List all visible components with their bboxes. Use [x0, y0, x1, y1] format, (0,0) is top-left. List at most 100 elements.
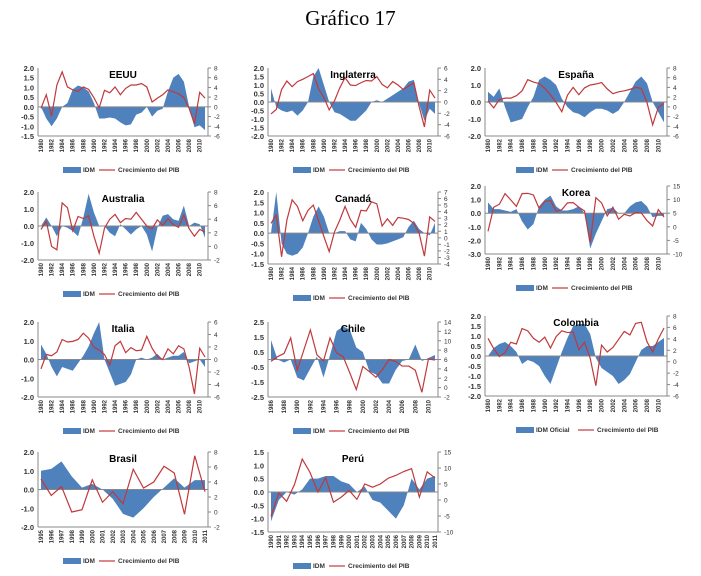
x-tick-label: 1986 [301, 266, 307, 280]
x-tick-label: 1990 [322, 138, 328, 152]
left-tick-label: 1.0 [254, 81, 264, 90]
gdp-line [270, 198, 436, 257]
x-tick-label: 1990 [322, 266, 328, 280]
gdp-line [487, 192, 665, 243]
x-tick-label: 1984 [60, 399, 66, 413]
right-tick-label: 6 [214, 75, 218, 82]
left-tick-label: 0.0 [471, 352, 481, 361]
x-tick-label: 2011 [433, 534, 439, 548]
x-tick-label: 2009 [183, 529, 189, 543]
left-tick-label: -0.5 [468, 362, 481, 371]
left-tick-label: -1.0 [468, 223, 481, 232]
x-tick-label: 2006 [400, 399, 406, 413]
x-tick-label: 2008 [417, 266, 423, 280]
x-tick-label: 2008 [413, 399, 419, 413]
x-tick-label: 2000 [145, 399, 151, 413]
x-tick-label: 2006 [407, 138, 413, 152]
legend-idm-label: IDM [536, 167, 548, 174]
right-tick-label: -4 [444, 122, 450, 129]
left-tick-label: 1.0 [471, 332, 481, 341]
x-tick-label: 2002 [385, 266, 391, 280]
right-tick-label: 1 [444, 229, 448, 236]
x-tick-label: 1988 [311, 138, 317, 152]
right-tick-label: 2 [444, 376, 448, 383]
right-tick-label: 10 [673, 197, 681, 204]
left-tick-label: -2.0 [21, 523, 34, 532]
legend-gdp-label: Crecimiento del PIB [118, 428, 180, 435]
x-tick-label: 1996 [124, 399, 130, 413]
x-tick-label: 2010 [428, 266, 434, 280]
x-tick-label: 1984 [290, 138, 296, 152]
x-tick-label: 1986 [71, 138, 77, 152]
right-tick-label: 4 [673, 336, 677, 343]
right-tick-label: -10 [444, 530, 454, 537]
x-tick-label: 1982 [280, 138, 286, 152]
right-tick-label: 4 [214, 480, 218, 487]
left-tick-label: 0.0 [471, 98, 481, 107]
x-tick-label: 2000 [145, 262, 151, 276]
x-tick-label: 1994 [343, 138, 349, 152]
chart-title: Perú [342, 454, 364, 465]
x-tick-label: 1982 [497, 398, 503, 412]
left-tick-label: -0.5 [251, 107, 264, 116]
legend-idm-swatch [63, 167, 81, 173]
x-tick-label: 1988 [531, 256, 537, 270]
x-tick-label: 1980 [269, 138, 275, 152]
left-tick-label: -1.0 [468, 115, 481, 124]
right-tick-label: 10 [444, 466, 452, 473]
chart-title: España [558, 70, 594, 81]
gdp-line [270, 327, 436, 393]
legend-idm-label: IDM [313, 295, 325, 302]
left-tick-label: 0.5 [24, 93, 34, 102]
chart-8: -2.0-1.5-1.0-0.50.00.51.01.52.0 -6 -4 -2 0 2 4… [468, 312, 679, 434]
right-tick-label: 4 [444, 77, 448, 84]
x-tick-label: 1998 [331, 534, 337, 548]
x-tick-label: 1986 [301, 138, 307, 152]
x-tick-label: 2004 [387, 399, 393, 413]
right-tick-label: 0 [444, 385, 448, 392]
x-tick-label: 1982 [50, 399, 56, 413]
left-tick-label: 0.5 [254, 219, 264, 228]
right-tick-label: 6 [673, 75, 677, 82]
legend-idm-label: IDM [83, 558, 95, 565]
x-tick-label: 2008 [645, 398, 651, 412]
x-tick-label: 1988 [531, 398, 537, 412]
x-tick-label: 1998 [70, 529, 76, 543]
x-tick-label: 2000 [347, 534, 353, 548]
x-tick-label: 1996 [577, 398, 583, 412]
x-tick-label: 1984 [509, 138, 515, 152]
x-tick-label: 2006 [634, 256, 640, 270]
x-tick-label: 1996 [335, 399, 341, 413]
x-tick-label: 1996 [124, 262, 130, 276]
x-tick-label: 2008 [645, 138, 651, 152]
x-tick-label: 2002 [155, 138, 161, 152]
x-tick-label: 2008 [172, 529, 178, 543]
x-tick-label: 1998 [134, 138, 140, 152]
legend-idm-swatch [63, 558, 81, 564]
chart-title: Brasil [109, 454, 137, 465]
x-tick-label: 2000 [361, 399, 367, 413]
right-tick-label: 8 [444, 348, 448, 355]
x-tick-label: 1993 [292, 534, 298, 548]
right-tick-label: -2 [214, 258, 220, 265]
chart-title: Italia [112, 324, 135, 335]
right-tick-label: 6 [214, 203, 218, 210]
right-tick-label: -2 [214, 114, 220, 121]
left-tick-label: -1.5 [251, 528, 264, 537]
x-tick-label: 1997 [324, 534, 330, 548]
x-tick-label: 2008 [187, 399, 193, 413]
legend-idm-label: IDM [83, 428, 95, 435]
right-tick-label: 0 [444, 100, 448, 107]
legend-idm-label: IDM [83, 291, 95, 298]
x-tick-label: 1996 [354, 138, 360, 152]
legend-gdp-label: Crecimiento del PIB [118, 291, 180, 298]
x-tick-label: 1986 [520, 256, 526, 270]
x-tick-label: 1984 [60, 138, 66, 152]
x-tick-label: 2010 [193, 529, 199, 543]
right-tick-label: -2 [444, 395, 450, 402]
right-tick-label: 6 [444, 357, 448, 364]
x-tick-label: 1996 [124, 138, 130, 152]
x-tick-label: 2008 [187, 138, 193, 152]
idm-area [41, 322, 205, 386]
x-tick-label: 2010 [656, 398, 662, 412]
